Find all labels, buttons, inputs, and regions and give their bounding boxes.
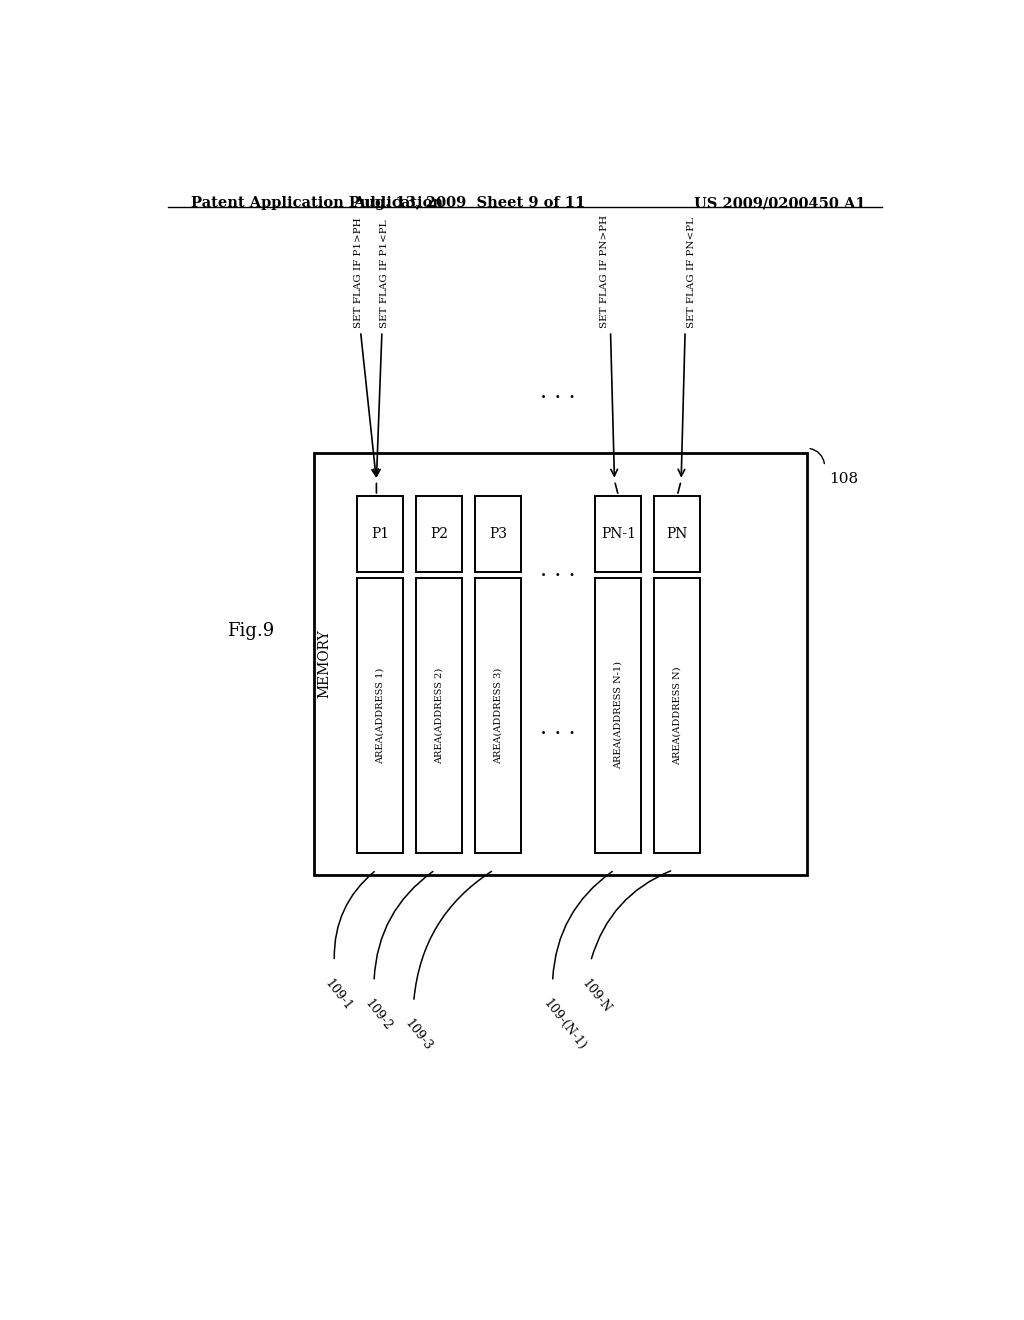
Text: SET FLAG IF PN<PL: SET FLAG IF PN<PL: [687, 216, 696, 329]
Text: 109-2: 109-2: [362, 997, 394, 1034]
Text: . . .: . . .: [541, 717, 575, 739]
Bar: [654, 496, 700, 572]
Text: Aug. 13, 2009  Sheet 9 of 11: Aug. 13, 2009 Sheet 9 of 11: [353, 195, 586, 210]
Text: AREA(ADDRESS 3): AREA(ADDRESS 3): [494, 668, 503, 763]
Text: 108: 108: [828, 471, 858, 486]
Text: . . .: . . .: [541, 381, 575, 403]
Text: P2: P2: [430, 527, 449, 541]
Text: P1: P1: [372, 527, 389, 541]
Text: MEMORY: MEMORY: [317, 630, 332, 698]
Text: P3: P3: [488, 527, 507, 541]
Text: PN-1: PN-1: [601, 527, 636, 541]
Bar: [595, 578, 641, 853]
Text: PN: PN: [667, 527, 688, 541]
Text: SET FLAG IF P1<PL: SET FLAG IF P1<PL: [380, 219, 389, 329]
Text: SET FLAG IF P1>PH: SET FLAG IF P1>PH: [353, 218, 362, 329]
Text: Fig.9: Fig.9: [227, 622, 274, 640]
Bar: [357, 578, 403, 853]
Text: 109-(N-1): 109-(N-1): [541, 997, 589, 1053]
Text: US 2009/0200450 A1: US 2009/0200450 A1: [694, 195, 866, 210]
Text: Patent Application Publication: Patent Application Publication: [191, 195, 443, 210]
Text: AREA(ADDRESS 2): AREA(ADDRESS 2): [434, 668, 443, 763]
Bar: [416, 496, 462, 572]
Bar: [416, 578, 462, 853]
Text: 109-N: 109-N: [579, 977, 613, 1015]
Bar: [475, 578, 521, 853]
Bar: [314, 453, 807, 875]
Bar: [595, 496, 641, 572]
Bar: [475, 496, 521, 572]
Text: . . .: . . .: [541, 560, 575, 581]
Bar: [357, 496, 403, 572]
Bar: [654, 578, 700, 853]
Text: 109-1: 109-1: [323, 977, 355, 1012]
Text: SET FLAG IF PN>PH: SET FLAG IF PN>PH: [600, 215, 608, 329]
Text: AREA(ADDRESS N): AREA(ADDRESS N): [673, 667, 682, 764]
Text: AREA(ADDRESS N-1): AREA(ADDRESS N-1): [614, 661, 623, 770]
Text: AREA(ADDRESS 1): AREA(ADDRESS 1): [376, 668, 385, 763]
Text: 109-3: 109-3: [401, 1018, 434, 1053]
